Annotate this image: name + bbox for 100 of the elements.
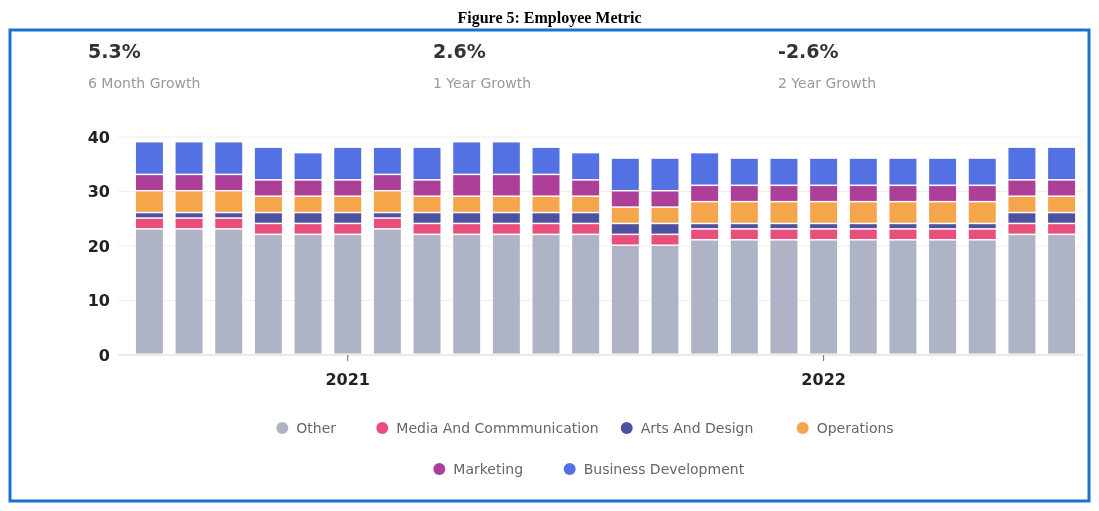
- bar: [373, 229, 401, 354]
- bar: [453, 235, 481, 354]
- bar: [175, 213, 203, 218]
- bar: [413, 196, 441, 212]
- bar: [175, 191, 203, 212]
- legend-label: Arts And Design: [640, 420, 754, 436]
- text: -2.6%: [778, 40, 839, 62]
- bar: [691, 224, 719, 229]
- bar: [135, 175, 163, 190]
- bar: [135, 142, 163, 174]
- bar: [532, 175, 560, 196]
- bar: [968, 158, 996, 185]
- bar: [572, 153, 600, 180]
- bar: [492, 142, 520, 174]
- bar: [730, 202, 758, 223]
- bar: [849, 224, 877, 229]
- bar: [889, 186, 917, 201]
- bar: [1008, 224, 1036, 234]
- bar: [1048, 235, 1076, 354]
- bar: [770, 202, 798, 223]
- y-tick-label: 20: [87, 236, 110, 256]
- bar: [254, 235, 282, 354]
- y-tick-label: 0: [98, 345, 110, 365]
- y-tick-label: 40: [87, 127, 110, 147]
- bar: [929, 240, 957, 354]
- bar: [929, 229, 957, 240]
- bar: [175, 142, 203, 174]
- bar: [968, 186, 996, 201]
- bar: [968, 202, 996, 223]
- bar: [651, 158, 679, 190]
- bar: [373, 175, 401, 190]
- bar: [254, 213, 282, 223]
- bar: [810, 229, 838, 240]
- bar: [651, 246, 679, 354]
- bar: [968, 229, 996, 240]
- bar: [572, 213, 600, 223]
- bar: [1048, 196, 1076, 212]
- bar: [651, 207, 679, 223]
- y-tick-label: 30: [87, 182, 110, 202]
- bar: [968, 224, 996, 229]
- bar: [334, 196, 362, 212]
- bar: [294, 180, 322, 196]
- bar: [413, 147, 441, 180]
- bar: [770, 240, 798, 354]
- bar: [691, 202, 719, 223]
- bar: [889, 224, 917, 229]
- legend-label: Other: [296, 420, 337, 436]
- bar: [294, 213, 322, 223]
- bar: [215, 213, 243, 218]
- bar: [1008, 235, 1036, 354]
- bar: [453, 142, 481, 174]
- bar: [1008, 196, 1036, 212]
- bar: [413, 235, 441, 354]
- bar: [215, 229, 243, 354]
- bar: [135, 229, 163, 354]
- legend-label: Business Development: [583, 461, 745, 477]
- bar: [770, 158, 798, 185]
- bar: [373, 147, 401, 174]
- bar: [1008, 213, 1036, 223]
- bar: [810, 186, 838, 201]
- bar: [215, 218, 243, 229]
- bar: [810, 240, 838, 354]
- bar: [730, 229, 758, 240]
- bar: [889, 229, 917, 240]
- bar: [1048, 224, 1076, 234]
- bar: [1048, 147, 1076, 180]
- text: 2 Year Growth: [778, 75, 877, 91]
- bar: [532, 213, 560, 223]
- bar: [413, 224, 441, 234]
- bar: [373, 213, 401, 218]
- bar: [889, 158, 917, 185]
- bar: [532, 224, 560, 234]
- bar: [770, 186, 798, 201]
- bar: [651, 191, 679, 207]
- bar: [373, 191, 401, 212]
- chart-title: Figure 5: Employee Metric: [457, 9, 642, 27]
- bar: [929, 158, 957, 185]
- bar: [810, 224, 838, 229]
- x-tick-label: 2022: [801, 370, 846, 389]
- x-tick-label: 2021: [325, 370, 370, 389]
- bar: [770, 224, 798, 229]
- bar: [929, 224, 957, 229]
- legend-label: Operations: [816, 420, 894, 436]
- bar: [889, 240, 917, 354]
- text: 6 Month Growth: [88, 75, 201, 91]
- bar: [254, 196, 282, 212]
- bar: [611, 191, 639, 207]
- bar: [294, 196, 322, 212]
- bar: [849, 158, 877, 185]
- bar: [334, 180, 362, 196]
- bar: [691, 229, 719, 240]
- bar: [1008, 147, 1036, 180]
- bar: [968, 240, 996, 354]
- bar: [492, 224, 520, 234]
- bar: [849, 186, 877, 201]
- bar: [135, 213, 163, 218]
- y-tick-label: 10: [87, 291, 110, 311]
- bar: [334, 224, 362, 234]
- bar: [294, 224, 322, 234]
- bar: [572, 180, 600, 196]
